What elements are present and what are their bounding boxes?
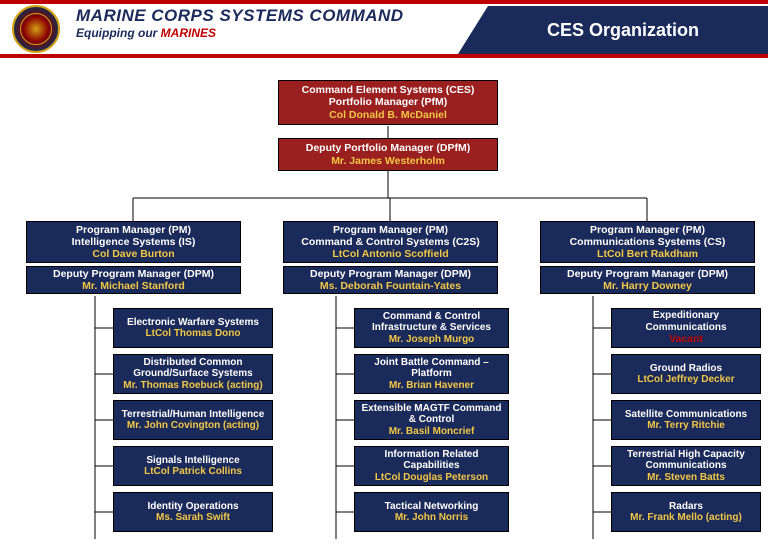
leaf-box: Distributed Common Ground/Surface System… xyxy=(113,354,273,394)
leaf-title: Terrestrial/Human Intelligence xyxy=(117,409,269,421)
dpm-cs-box: Deputy Program Manager (DPM) Mr. Harry D… xyxy=(540,266,755,294)
page-title: CES Organization xyxy=(547,20,699,41)
leaf-box: Expeditionary CommunicationsVacant xyxy=(611,308,761,348)
leaf-name: Mr. Steven Batts xyxy=(615,472,757,484)
leaf-box: Terrestrial High Capacity Communications… xyxy=(611,446,761,486)
leaf-name: Mr. Thomas Roebuck (acting) xyxy=(117,380,269,392)
leaf-name: Mr. John Norris xyxy=(358,512,505,524)
leaf-box: Joint Battle Command – PlatformMr. Brian… xyxy=(354,354,509,394)
pm-cs-box: Program Manager (PM) Communications Syst… xyxy=(540,221,755,263)
leaf-title: Signals Intelligence xyxy=(117,455,269,467)
header-right-panel: CES Organization xyxy=(438,6,768,54)
leaf-box: Command & Control Infrastructure & Servi… xyxy=(354,308,509,348)
dpm-cs-name: Mr. Harry Downey xyxy=(544,280,751,292)
dpfm-title: Deputy Portfolio Manager (DPfM) xyxy=(282,142,494,154)
leaf-name: Mr. Brian Havener xyxy=(358,380,505,392)
header: MARINE CORPS SYSTEMS COMMAND Equipping o… xyxy=(0,0,768,58)
ces-title-1: Command Element Systems (CES) xyxy=(282,84,494,96)
usmc-seal-icon xyxy=(12,5,60,53)
leaf-box: Information Related CapabilitiesLtCol Do… xyxy=(354,446,509,486)
pm-is-name: Col Dave Burton xyxy=(30,248,237,260)
org-tagline: Equipping our MARINES xyxy=(76,26,216,40)
dpm-is-box: Deputy Program Manager (DPM) Mr. Michael… xyxy=(26,266,241,294)
leaf-title: Distributed Common Ground/Surface System… xyxy=(117,357,269,380)
leaf-title: Tactical Networking xyxy=(358,501,505,513)
leaf-name: Mr. Basil Moncrief xyxy=(358,426,505,438)
dpfm-box: Deputy Portfolio Manager (DPfM) Mr. Jame… xyxy=(278,138,498,171)
leaf-title: Expeditionary Communications xyxy=(615,310,757,333)
dpm-is-t: Deputy Program Manager (DPM) xyxy=(30,268,237,280)
leaf-title: Ground Radios xyxy=(615,363,757,375)
leaf-name: LtCol Thomas Dono xyxy=(117,328,269,340)
leaf-box: Electronic Warfare SystemsLtCol Thomas D… xyxy=(113,308,273,348)
leaf-box: Satellite CommunicationsMr. Terry Ritchi… xyxy=(611,400,761,440)
dpm-c2s-t: Deputy Program Manager (DPM) xyxy=(287,268,494,280)
leaf-title: Identity Operations xyxy=(117,501,269,513)
pm-c2s-box: Program Manager (PM) Command & Control S… xyxy=(283,221,498,263)
leaf-name: LtCol Patrick Collins xyxy=(117,466,269,478)
tagline-a: Equipping our xyxy=(76,26,161,40)
pm-cs-t2: Communications Systems (CS) xyxy=(544,236,751,248)
leaf-name: Vacant xyxy=(615,333,757,345)
pm-is-box: Program Manager (PM) Intelligence System… xyxy=(26,221,241,263)
leaf-name: LtCol Jeffrey Decker xyxy=(615,374,757,386)
dpfm-name: Mr. James Westerholm xyxy=(282,155,494,167)
pm-c2s-t1: Program Manager (PM) xyxy=(287,224,494,236)
leaf-name: Mr. Frank Mello (acting) xyxy=(615,512,757,524)
leaf-name: LtCol Douglas Peterson xyxy=(358,472,505,484)
pm-cs-t1: Program Manager (PM) xyxy=(544,224,751,236)
leaf-box: Signals IntelligenceLtCol Patrick Collin… xyxy=(113,446,273,486)
leaf-title: Electronic Warfare Systems xyxy=(117,317,269,329)
leaf-box: RadarsMr. Frank Mello (acting) xyxy=(611,492,761,532)
pm-c2s-t2: Command & Control Systems (C2S) xyxy=(287,236,494,248)
leaf-box: Identity OperationsMs. Sarah Swift xyxy=(113,492,273,532)
leaf-name: Ms. Sarah Swift xyxy=(117,512,269,524)
leaf-title: Radars xyxy=(615,501,757,513)
header-top-bar xyxy=(0,0,768,4)
org-title: MARINE CORPS SYSTEMS COMMAND xyxy=(76,6,404,26)
leaf-name: Mr. John Covington (acting) xyxy=(117,420,269,432)
leaf-title: Information Related Capabilities xyxy=(358,449,505,472)
header-bottom-bar xyxy=(0,54,768,58)
leaf-box: Extensible MAGTF Command & ControlMr. Ba… xyxy=(354,400,509,440)
dpm-c2s-box: Deputy Program Manager (DPM) Ms. Deborah… xyxy=(283,266,498,294)
leaf-name: Mr. Terry Ritchie xyxy=(615,420,757,432)
leaf-title: Command & Control Infrastructure & Servi… xyxy=(358,311,505,334)
leaf-title: Satellite Communications xyxy=(615,409,757,421)
ces-title-2: Portfolio Manager (PfM) xyxy=(282,96,494,108)
dpm-c2s-name: Ms. Deborah Fountain-Yates xyxy=(287,280,494,292)
leaf-box: Tactical NetworkingMr. John Norris xyxy=(354,492,509,532)
tagline-b: MARINES xyxy=(161,26,216,40)
dpm-cs-t: Deputy Program Manager (DPM) xyxy=(544,268,751,280)
pm-is-t2: Intelligence Systems (IS) xyxy=(30,236,237,248)
leaf-name: Mr. Joseph Murgo xyxy=(358,334,505,346)
leaf-title: Terrestrial High Capacity Communications xyxy=(615,449,757,472)
leaf-box: Ground RadiosLtCol Jeffrey Decker xyxy=(611,354,761,394)
leaf-title: Extensible MAGTF Command & Control xyxy=(358,403,505,426)
leaf-title: Joint Battle Command – Platform xyxy=(358,357,505,380)
pm-cs-name: LtCol Bert Rakdham xyxy=(544,248,751,260)
ces-pfm-box: Command Element Systems (CES) Portfolio … xyxy=(278,80,498,125)
dpm-is-name: Mr. Michael Stanford xyxy=(30,280,237,292)
ces-name: Col Donald B. McDaniel xyxy=(282,109,494,121)
pm-c2s-name: LtCol Antonio Scoffield xyxy=(287,248,494,260)
pm-is-t1: Program Manager (PM) xyxy=(30,224,237,236)
leaf-box: Terrestrial/Human IntelligenceMr. John C… xyxy=(113,400,273,440)
